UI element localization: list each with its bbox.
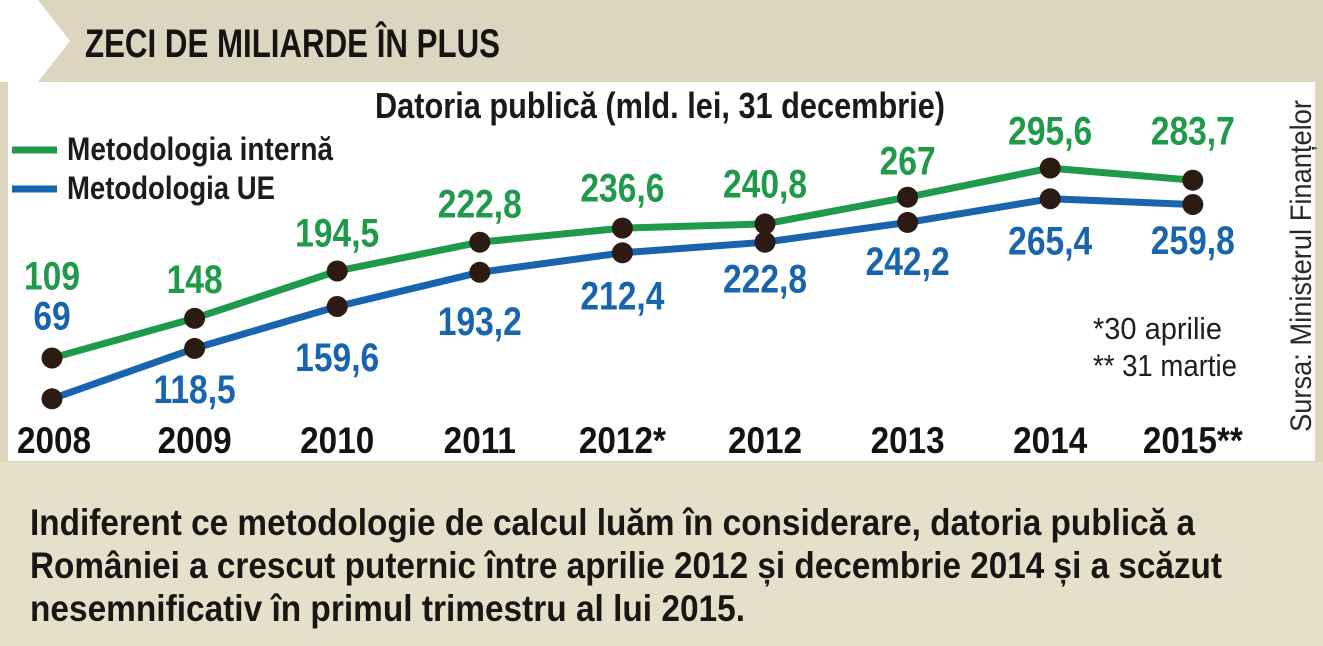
data-point-metodologia-ue xyxy=(1039,188,1061,210)
chart-panel xyxy=(8,82,1315,461)
data-labels: 109 148 194,5 222,8 236,6 240,8 267 295,6 283,7 6… xyxy=(24,109,1235,412)
x-tick-label: 2011 xyxy=(444,420,516,461)
x-tick-group: 2012 xyxy=(728,420,802,461)
data-point-metodologia-interna xyxy=(1039,157,1061,179)
data-label-group: 118,5 xyxy=(154,367,236,411)
caption: Indiferent ce metodologie de calcul luăm… xyxy=(0,462,1323,646)
legend-label: Metodologia internă xyxy=(67,131,333,167)
data-label-group: 265,4 xyxy=(1008,219,1092,263)
x-tick-label: 2014 xyxy=(1013,420,1087,461)
x-tick-label: 2015** xyxy=(1143,420,1243,461)
data-label-group: 194,5 xyxy=(295,211,379,255)
data-label-group: 159,6 xyxy=(295,335,379,379)
data-point-metodologia-ue xyxy=(326,296,348,317)
data-label-group: 148 xyxy=(167,257,223,301)
plot-area: 109 148 194,5 222,8 236,6 240,8 267 295,6 283,7 6… xyxy=(17,109,1243,462)
data-label-group: 69 xyxy=(33,294,70,338)
x-tick-group: 2009 xyxy=(158,420,232,461)
data-label-metodologia-ue: 242,2 xyxy=(866,239,950,283)
x-tick-label: 2010 xyxy=(300,420,374,461)
header-band xyxy=(0,0,1323,82)
data-label-metodologia-ue: 265,4 xyxy=(1008,219,1092,263)
legend-item-metodologia-ue: Metodologia UE xyxy=(12,170,275,206)
data-point-metodologia-interna xyxy=(897,186,919,208)
header: ZECI DE MILIARDE ÎN PLUS xyxy=(0,0,1323,82)
data-label-group: 109 xyxy=(24,254,80,298)
data-point-metodologia-ue xyxy=(754,231,776,253)
header-arrow-shape xyxy=(0,0,70,82)
data-label-metodologia-ue: 193,2 xyxy=(438,299,522,343)
data-point-metodologia-ue xyxy=(897,211,919,233)
data-label-metodologia-ue: 118,5 xyxy=(154,367,236,411)
source-credit: Sursa: Ministerul Finanțelor xyxy=(1285,100,1318,432)
headline: ZECI DE MILIARDE ÎN PLUS xyxy=(85,20,500,66)
data-label-metodologia-interna: 236,6 xyxy=(580,166,664,210)
legend: Metodologia internă Metodologia UE xyxy=(12,131,333,206)
x-tick-group: 2008 xyxy=(17,420,91,461)
x-tick-label: 2009 xyxy=(158,420,232,461)
data-label-metodologia-ue: 222,8 xyxy=(723,257,807,301)
data-point-metodologia-interna xyxy=(184,307,206,329)
data-point-metodologia-interna xyxy=(469,231,491,253)
x-tick-label: 2008 xyxy=(17,420,91,461)
chart-title: Datoria publică (mld. lei, 31 decembrie) xyxy=(375,85,945,126)
caption-band xyxy=(0,462,1323,646)
footnotes: *30 aprilie ** 31 martie xyxy=(1093,311,1237,383)
x-tick-group: 2015** xyxy=(1143,420,1243,461)
data-label-metodologia-interna: 240,8 xyxy=(723,162,807,206)
data-label-metodologia-interna: 148 xyxy=(167,257,223,301)
data-label-group: 242,2 xyxy=(866,239,950,283)
data-label-metodologia-ue: 212,4 xyxy=(580,274,664,318)
data-point-metodologia-interna xyxy=(754,213,776,235)
data-label-group: 267 xyxy=(880,139,936,183)
data-point-metodologia-interna xyxy=(1182,169,1204,191)
data-label-metodologia-interna: 222,8 xyxy=(438,182,522,226)
caption-line: nesemnificativ în primul trimestru al lu… xyxy=(30,588,745,629)
data-label-metodologia-interna: 267 xyxy=(880,139,936,183)
data-label-group: 193,2 xyxy=(438,299,522,343)
data-point-metodologia-interna xyxy=(611,217,633,239)
data-label-metodologia-ue: 159,6 xyxy=(295,335,379,379)
data-label-group: 236,6 xyxy=(580,166,664,210)
x-tick-group: 2010 xyxy=(300,420,374,461)
x-tick-group: 2014 xyxy=(1013,420,1087,461)
caption-line: României a crescut puternic între aprili… xyxy=(30,545,1222,586)
data-points xyxy=(41,157,1204,410)
x-tick-label: 2012 xyxy=(728,420,802,461)
x-tick-label: 2013 xyxy=(871,420,945,461)
x-tick-group: 2011 xyxy=(444,420,516,461)
data-label-group: 295,6 xyxy=(1008,109,1092,153)
data-label-metodologia-interna: 295,6 xyxy=(1008,109,1092,153)
data-label-metodologia-ue: 259,8 xyxy=(1151,218,1235,262)
data-label-group: 283,7 xyxy=(1151,109,1235,153)
data-label-group: 259,8 xyxy=(1151,218,1235,262)
x-tick-label: 2012* xyxy=(579,420,666,461)
data-label-metodologia-interna: 109 xyxy=(24,254,80,298)
caption-line: Indiferent ce metodologie de calcul luăm… xyxy=(30,502,1195,543)
data-label-metodologia-interna: 194,5 xyxy=(295,211,379,255)
legend-label: Metodologia UE xyxy=(67,170,275,206)
footnote: *30 aprilie xyxy=(1093,311,1222,346)
data-point-metodologia-ue xyxy=(611,242,633,264)
data-point-metodologia-ue xyxy=(1182,194,1204,215)
data-label-group: 222,8 xyxy=(723,257,807,301)
data-point-metodologia-ue xyxy=(184,337,206,359)
footnote: ** 31 martie xyxy=(1093,348,1237,383)
data-label-group: 240,8 xyxy=(723,162,807,206)
data-label-group: 212,4 xyxy=(580,274,664,318)
x-tick-group: 2013 xyxy=(871,420,945,461)
data-label-metodologia-ue: 69 xyxy=(33,294,70,338)
data-point-metodologia-interna xyxy=(41,347,63,369)
data-point-metodologia-ue xyxy=(41,388,63,410)
data-label-group: 222,8 xyxy=(438,182,522,226)
x-axis-labels: 2008 2009 2010 2011 2012* 2012 2013 2014 2015** xyxy=(17,420,1243,461)
data-point-metodologia-interna xyxy=(326,260,348,282)
x-tick-group: 2012* xyxy=(579,420,666,461)
legend-item-metodologia-interna: Metodologia internă xyxy=(12,131,333,167)
data-label-metodologia-interna: 283,7 xyxy=(1151,109,1235,153)
data-point-metodologia-ue xyxy=(469,261,491,283)
